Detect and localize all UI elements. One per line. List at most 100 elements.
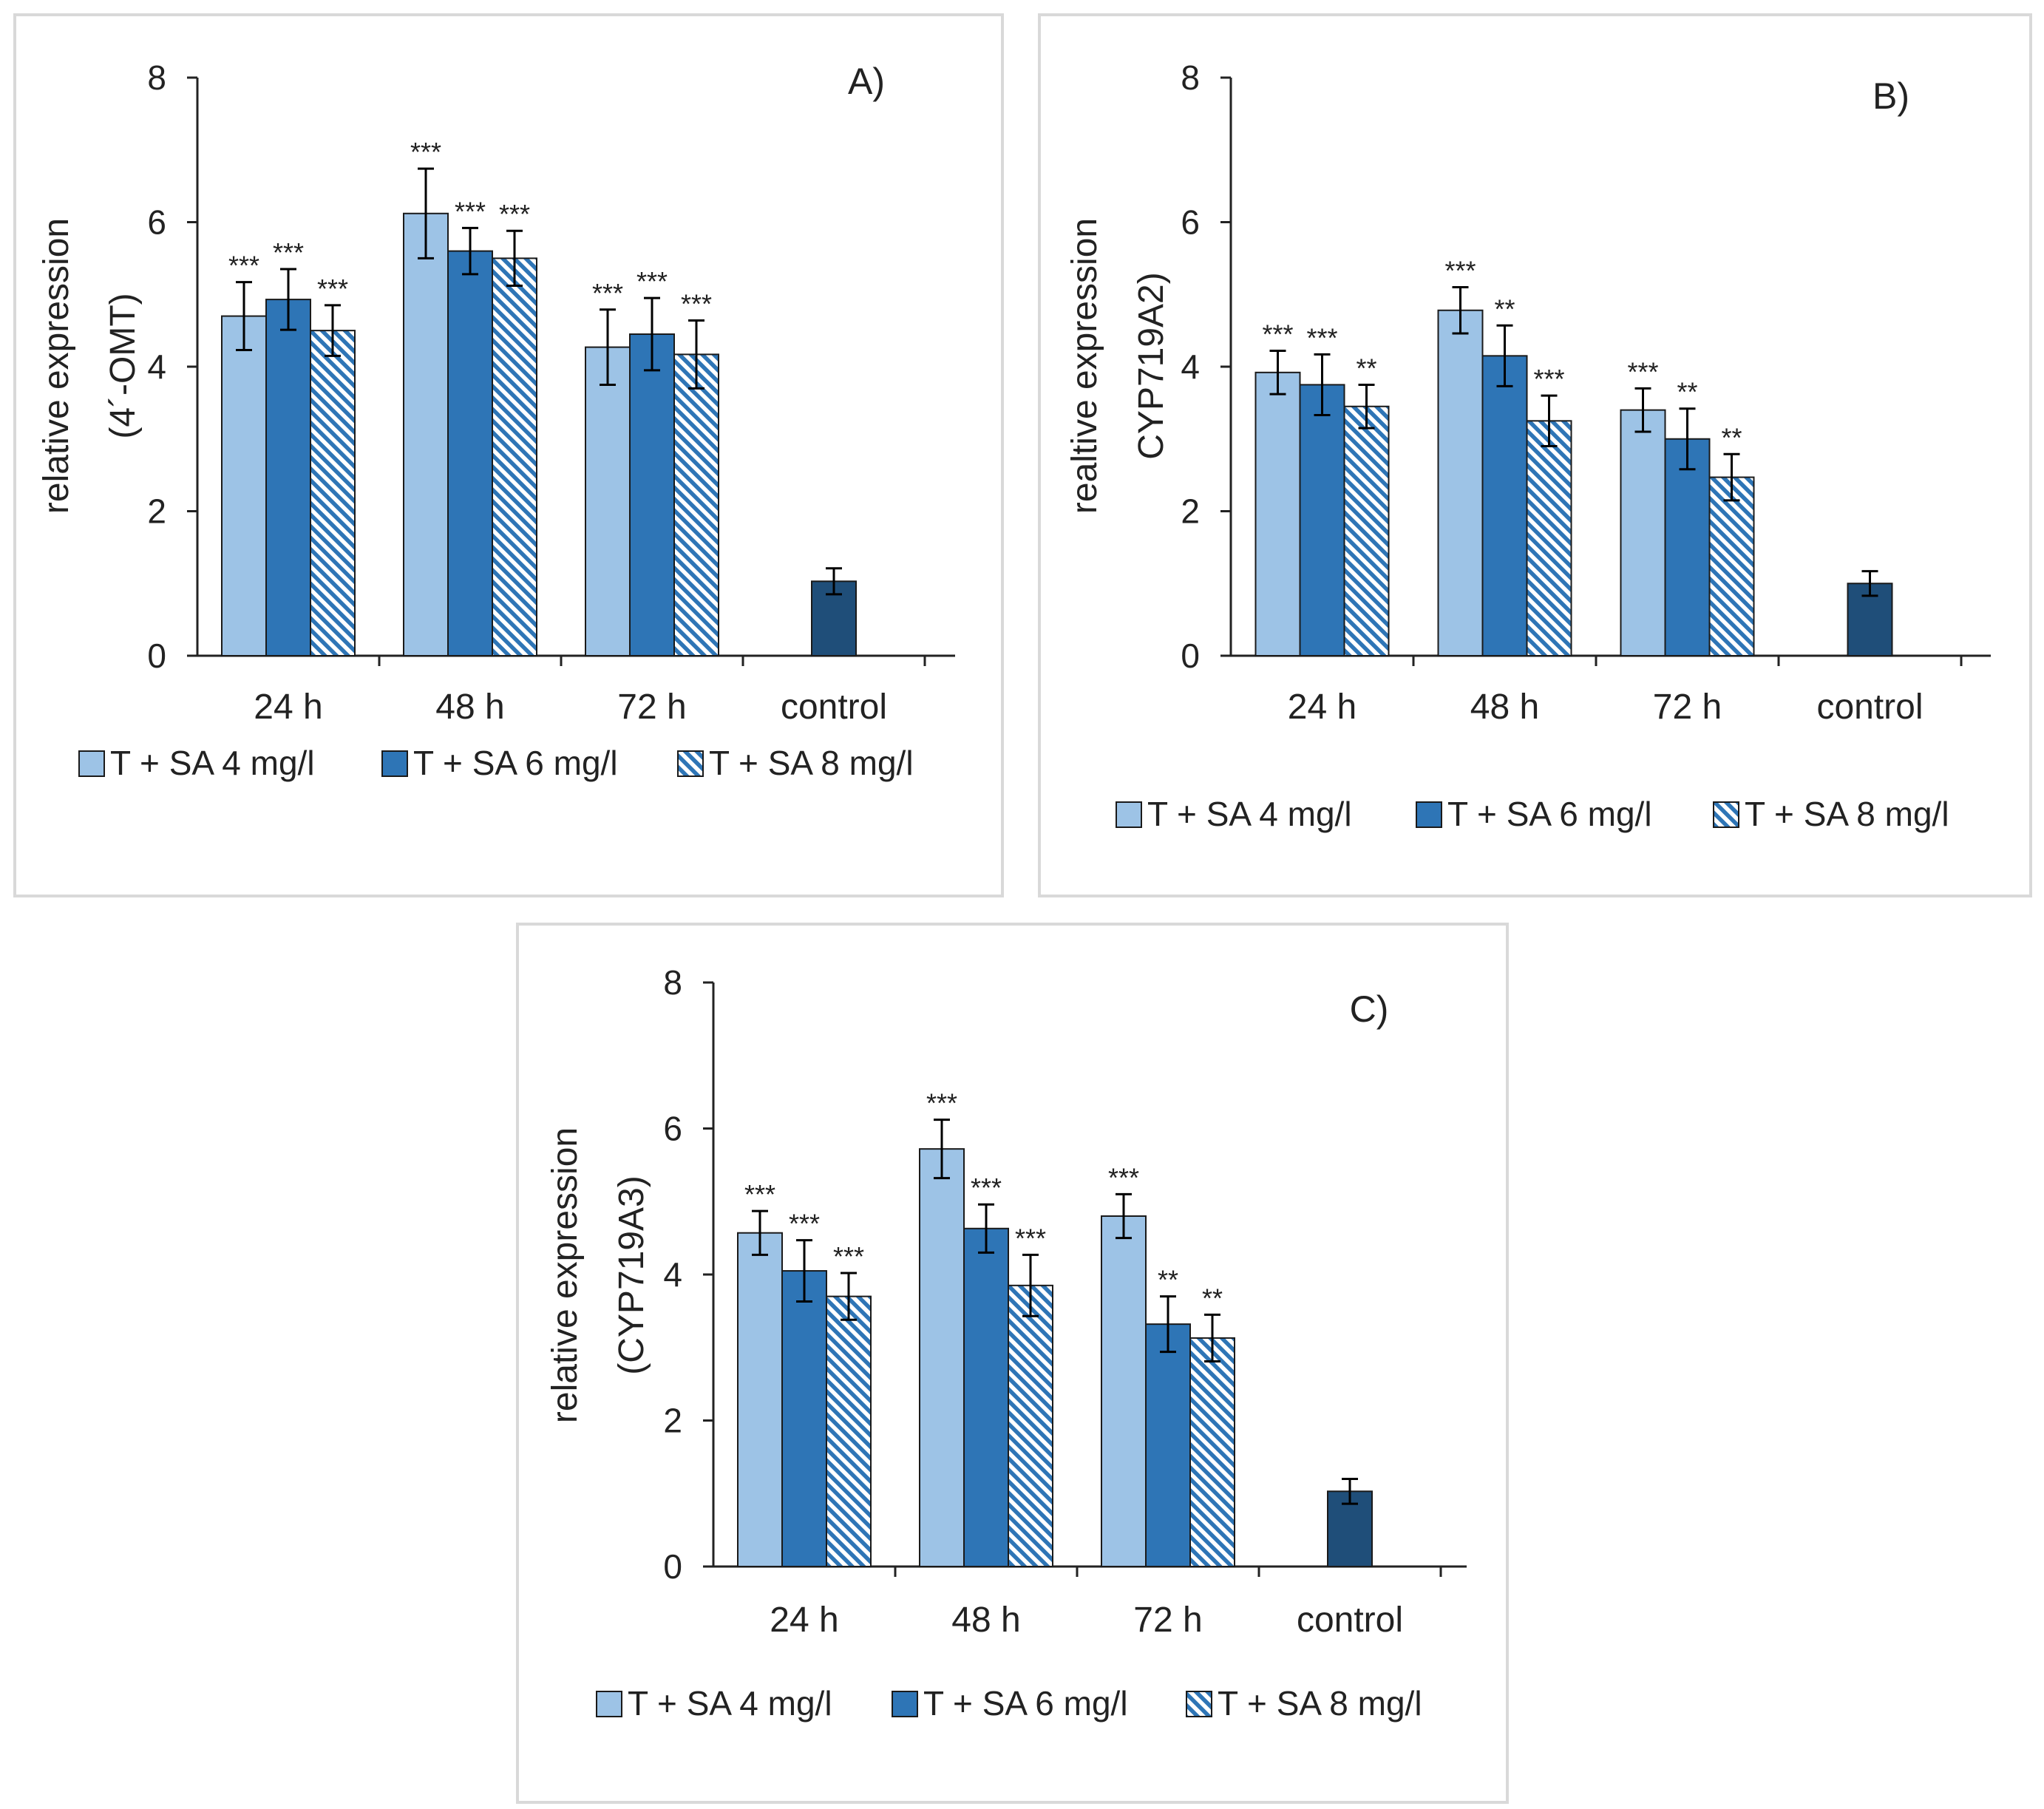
legend-label: T + SA 6 mg/l: [923, 1684, 1128, 1723]
chart-panel-a: 0 2 4 6 8 *** *** *** *** *** *** *** *** *** 24 h 48 h…: [13, 13, 1004, 897]
y-tick-label: 8: [147, 58, 166, 97]
bar-sa6: [963, 1227, 1009, 1567]
y-axis-title: relative expression: [37, 218, 76, 514]
x-category-label: 24 h: [254, 688, 322, 727]
chart-panel-b: 0 2 4 6 8 *** *** ** *** ** *** *** ** ** 24 h 48 h 72 h…: [1038, 13, 2032, 897]
significance-label: ***: [273, 237, 304, 268]
bar-sa4: [1254, 371, 1301, 656]
y-tick-label: 2: [147, 492, 166, 531]
bar-sa8: [1708, 476, 1755, 656]
legend-label: T + SA 8 mg/l: [709, 744, 914, 782]
significance-label: **: [1202, 1283, 1223, 1313]
y-axis-title-2: (CYP719A3): [612, 1175, 651, 1374]
chart-a-svg: 0 2 4 6 8 *** *** *** *** *** *** *** *** *** 24 h 48 h…: [37, 58, 955, 782]
y-axis-title-2: CYP719A2): [1132, 272, 1171, 459]
significance-label: ***: [1533, 364, 1564, 394]
bar-sa4: [1101, 1215, 1147, 1567]
bar-sa4: [1620, 409, 1666, 657]
legend-swatch-sa6: [892, 1691, 918, 1717]
y-tick-label: 0: [663, 1547, 682, 1586]
chart-panel-c: 0 2 4 6 8 *** *** *** *** *** *** *** ** ** 24 h 48 h 72…: [516, 923, 1509, 1804]
y-tick-label: 0: [147, 637, 166, 675]
legend-label: T + SA 6 mg/l: [413, 744, 618, 782]
bar-sa4: [585, 346, 631, 656]
legend-label: T + SA 8 mg/l: [1218, 1684, 1422, 1723]
y-axis-title-2: (4´-OMT): [103, 293, 143, 438]
significance-label: ***: [592, 278, 623, 308]
legend-swatch-sa4: [78, 750, 105, 777]
x-category-label: control: [1297, 1601, 1403, 1640]
bar-sa6: [629, 333, 675, 656]
legend-label: T + SA 4 mg/l: [1147, 795, 1352, 833]
bar-sa8: [673, 353, 719, 656]
legend-label: T + SA 8 mg/l: [1745, 795, 1949, 833]
significance-label: ***: [228, 251, 259, 281]
legend-swatch-sa8: [1186, 1691, 1212, 1717]
legend-swatch-sa8: [677, 750, 704, 777]
bar-sa8: [492, 257, 537, 656]
bar-sa4: [919, 1148, 965, 1567]
y-tick-label: 4: [1181, 347, 1200, 386]
y-tick-label: 8: [1181, 58, 1200, 97]
legend-label: T + SA 4 mg/l: [628, 1684, 832, 1723]
significance-label: **: [1356, 353, 1376, 383]
bar-sa4: [737, 1232, 783, 1567]
significance-label: ***: [455, 196, 486, 226]
panel-label: C): [1350, 988, 1389, 1030]
significance-label: ***: [1444, 255, 1476, 285]
bar-sa8: [310, 330, 356, 656]
y-tick-label: 6: [663, 1110, 682, 1148]
significance-label: **: [1494, 293, 1515, 324]
x-category-label: 48 h: [1470, 688, 1539, 727]
bar-sa6: [265, 299, 311, 656]
x-category-label: 24 h: [1288, 688, 1357, 727]
significance-label: ***: [971, 1172, 1002, 1203]
significance-label: ***: [1015, 1223, 1046, 1253]
significance-label: ***: [1108, 1162, 1139, 1192]
legend-label: T + SA 6 mg/l: [1447, 795, 1652, 833]
bar-sa4: [1437, 309, 1484, 656]
legend-swatch-sa6: [381, 750, 408, 777]
y-tick-label: 4: [147, 347, 166, 386]
bar-sa6: [1664, 438, 1711, 656]
significance-label: **: [1721, 422, 1742, 452]
significance-label: ***: [789, 1209, 820, 1239]
x-category-label: 72 h: [1653, 688, 1722, 727]
legend-swatch-sa6: [1416, 801, 1442, 828]
significance-label: ***: [744, 1179, 775, 1209]
significance-label: ***: [317, 274, 348, 304]
y-tick-label: 2: [1181, 492, 1200, 531]
bar-sa8: [826, 1295, 872, 1567]
significance-label: ***: [1262, 319, 1293, 349]
x-category-label: 24 h: [770, 1601, 838, 1640]
significance-label: ***: [1627, 356, 1658, 387]
y-tick-label: 8: [663, 963, 682, 1002]
y-tick-label: 0: [1181, 637, 1200, 675]
panel-label: A): [848, 61, 885, 102]
y-axis-title: relative expression: [546, 1127, 585, 1423]
bar-sa8: [1526, 420, 1572, 656]
y-tick-label: 2: [663, 1402, 682, 1440]
bar-sa6: [447, 250, 493, 657]
bar-sa8: [1008, 1284, 1053, 1567]
y-tick-label: 4: [663, 1255, 682, 1294]
significance-label: ***: [636, 266, 668, 296]
significance-label: ***: [681, 288, 712, 319]
y-axis-title: realtive expression: [1065, 218, 1104, 514]
significance-label: ***: [926, 1088, 957, 1119]
panel-label: B): [1872, 75, 1909, 117]
y-tick-label: 6: [147, 203, 166, 242]
significance-label: ***: [499, 199, 530, 229]
bar-sa6: [781, 1270, 827, 1567]
legend-label: T + SA 4 mg/l: [110, 744, 315, 782]
x-category-label: control: [1816, 688, 1923, 727]
bar-sa4: [221, 315, 267, 656]
legend-swatch-sa8: [1713, 801, 1739, 828]
bar-sa8: [1343, 405, 1390, 656]
x-category-label: 72 h: [1133, 1601, 1202, 1640]
significance-label: **: [1677, 377, 1697, 407]
significance-label: ***: [1306, 322, 1337, 353]
bar-sa4: [403, 212, 449, 656]
